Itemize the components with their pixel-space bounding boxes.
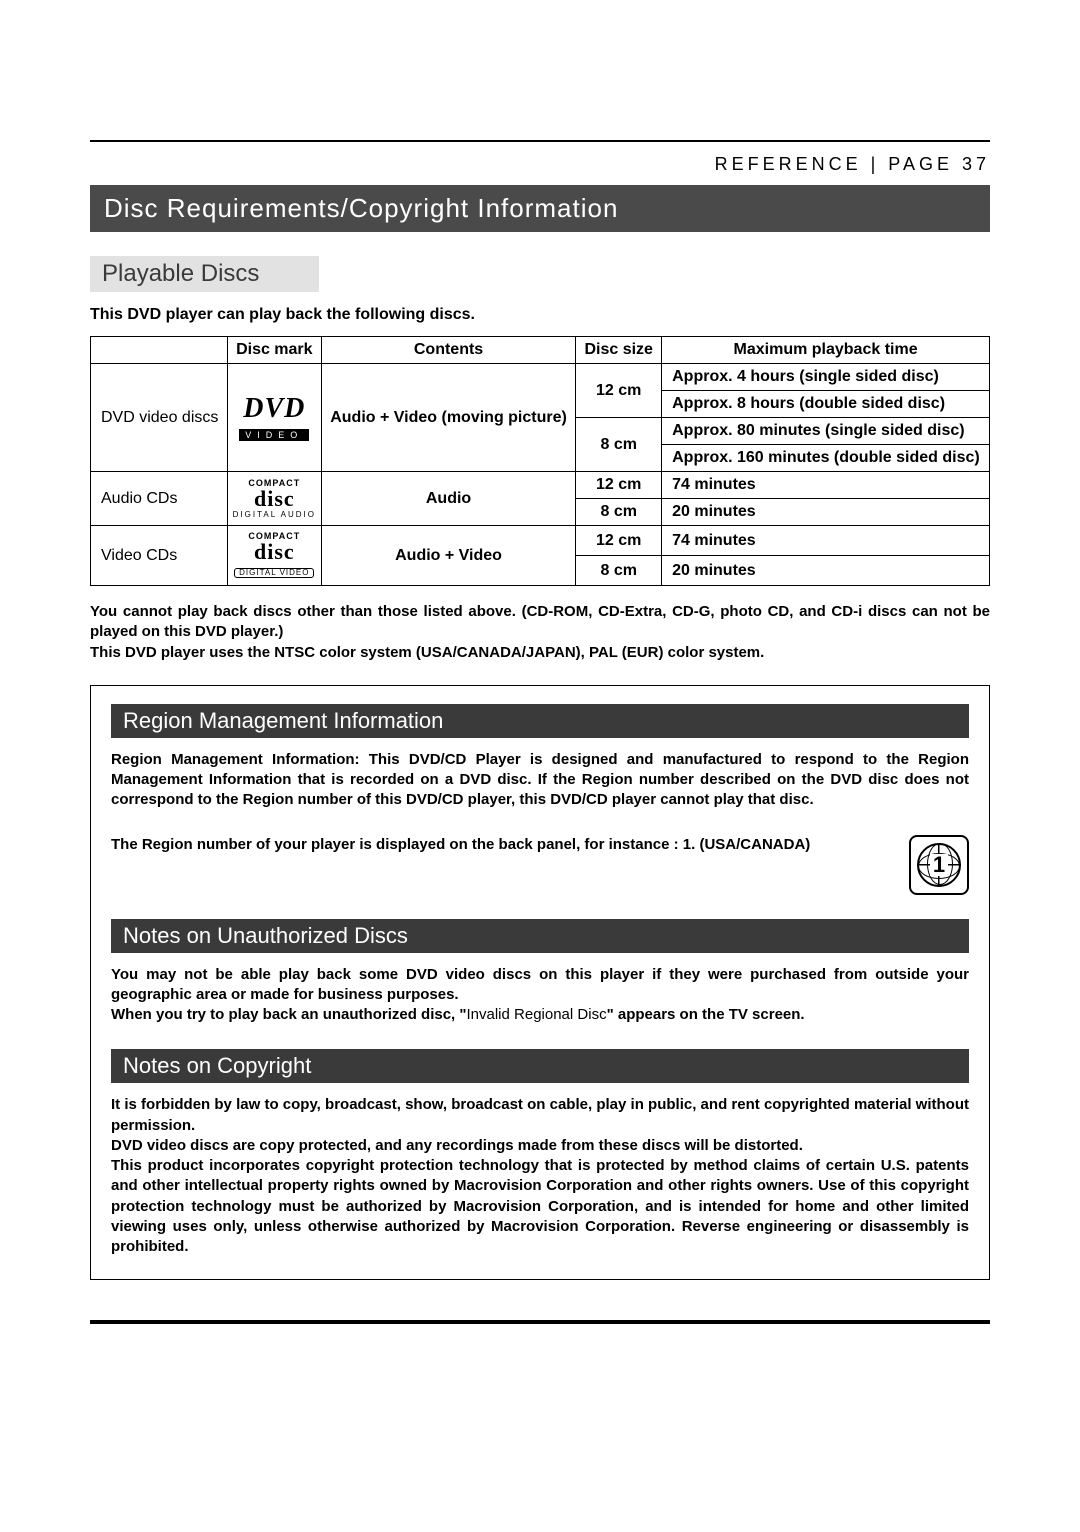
unauth-line2a: When you try to play back an unauthorize… — [111, 1006, 467, 1023]
copyright-p3: This product incorporates copyright prot… — [111, 1157, 969, 1255]
videocd-logo: COMPACT disc DIGITAL VIDEO — [227, 526, 321, 586]
table-row: Video CDs COMPACT disc DIGITAL VIDEO Aud… — [91, 526, 990, 556]
region-footer-row: The Region number of your player is disp… — [111, 835, 969, 895]
section-heading-playable: Playable Discs — [90, 256, 319, 292]
globe-inner: 1 — [917, 843, 961, 887]
dvd-logo-sub: VIDEO — [239, 429, 309, 441]
region-footer: The Region number of your player is disp… — [111, 835, 889, 855]
unauth-line2b: Invalid Regional Disc — [467, 1006, 607, 1023]
th-disc-mark: Disc mark — [227, 337, 321, 364]
section-heading-copyright: Notes on Copyright — [111, 1049, 969, 1083]
audiocd-size-12: 12 cm — [576, 472, 662, 499]
dvd-time-1: Approx. 4 hours (single sided disc) — [662, 364, 990, 391]
header-sep: | — [862, 154, 889, 174]
audiocd-time-1: 74 minutes — [662, 472, 990, 499]
page-header: REFERENCE | PAGE 37 — [90, 148, 990, 185]
th-blank — [91, 337, 228, 364]
playable-intro: This DVD player can play back the follow… — [90, 306, 990, 324]
videocd-label: Video CDs — [91, 526, 228, 586]
th-disc-size: Disc size — [576, 337, 662, 364]
audiocd-size-8: 8 cm — [576, 499, 662, 526]
audiocd-logo: COMPACT disc DIGITAL AUDIO — [227, 472, 321, 526]
audiocd-label: Audio CDs — [91, 472, 228, 526]
audiocd-time-2: 20 minutes — [662, 499, 990, 526]
page-rule-top — [90, 140, 990, 142]
boxed-section: Region Management Information Region Man… — [90, 685, 990, 1281]
th-max-playback: Maximum playback time — [662, 337, 990, 364]
cd-sub-label: DIGITAL AUDIO — [232, 511, 317, 519]
copyright-body: It is forbidden by law to copy, broadcas… — [111, 1095, 969, 1257]
copyright-p1: It is forbidden by law to copy, broadcas… — [111, 1096, 969, 1133]
region-body: Region Management Information: This DVD/… — [111, 750, 969, 811]
dvd-contents: Audio + Video (moving picture) — [321, 364, 576, 472]
dvd-label: DVD video discs — [91, 364, 228, 472]
unauth-line2c: " appears on the TV screen. — [607, 1006, 805, 1023]
videocd-time-1: 74 minutes — [662, 526, 990, 556]
header-ref: REFERENCE — [715, 154, 862, 174]
dvd-size-12: 12 cm — [576, 364, 662, 418]
unauth-line1: You may not be able play back some DVD v… — [111, 966, 969, 1003]
playable-notes: You cannot play back discs other than th… — [90, 602, 990, 663]
dvd-logo: DVD VIDEO — [227, 364, 321, 472]
th-contents: Contents — [321, 337, 576, 364]
table-row: DVD video discs DVD VIDEO Audio + Video … — [91, 364, 990, 391]
videocd-size-8: 8 cm — [576, 556, 662, 586]
dvd-time-4: Approx. 160 minutes (double sided disc) — [662, 445, 990, 472]
vcd-disc-label: disc — [232, 541, 317, 563]
vcd-sub-label: DIGITAL VIDEO — [234, 568, 314, 578]
videocd-contents: Audio + Video — [321, 526, 576, 586]
header-page: PAGE 37 — [888, 154, 990, 174]
section-heading-region: Region Management Information — [111, 704, 969, 738]
audiocd-contents: Audio — [321, 472, 576, 526]
table-row: Audio CDs COMPACT disc DIGITAL AUDIO Aud… — [91, 472, 990, 499]
unauthorized-body: You may not be able play back some DVD v… — [111, 965, 969, 1026]
videocd-size-12: 12 cm — [576, 526, 662, 556]
page-rule-bottom — [90, 1320, 990, 1324]
table-header-row: Disc mark Contents Disc size Maximum pla… — [91, 337, 990, 364]
copyright-p2: DVD video discs are copy protected, and … — [111, 1137, 803, 1154]
page-title: Disc Requirements/Copyright Information — [90, 185, 990, 232]
section-heading-unauthorized: Notes on Unauthorized Discs — [111, 919, 969, 953]
cd-disc-label: disc — [232, 488, 317, 510]
videocd-time-2: 20 minutes — [662, 556, 990, 586]
dvd-size-8: 8 cm — [576, 418, 662, 472]
dvd-time-2: Approx. 8 hours (double sided disc) — [662, 391, 990, 418]
region-globe-icon: 1 — [909, 835, 969, 895]
globe-number: 1 — [930, 854, 948, 876]
disc-table: Disc mark Contents Disc size Maximum pla… — [90, 336, 990, 586]
dvd-time-3: Approx. 80 minutes (single sided disc) — [662, 418, 990, 445]
dvd-logo-main: DVD — [232, 393, 317, 425]
